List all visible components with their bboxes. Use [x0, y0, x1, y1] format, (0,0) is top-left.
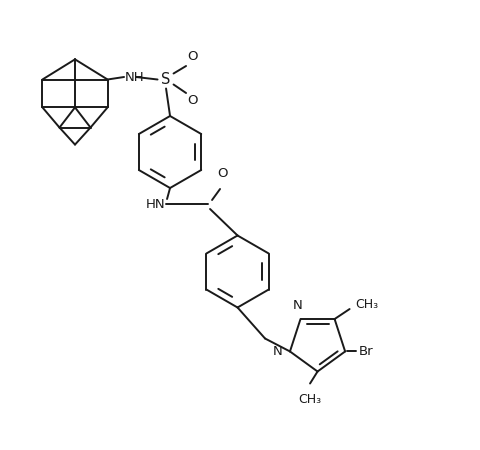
Text: O: O — [187, 94, 197, 107]
Text: N: N — [273, 345, 283, 358]
Text: O: O — [187, 50, 197, 63]
Text: CH₃: CH₃ — [356, 297, 379, 310]
Text: HN: HN — [145, 198, 165, 211]
Text: N: N — [293, 298, 303, 311]
Text: NH: NH — [125, 71, 144, 84]
Text: S: S — [161, 72, 171, 87]
Text: Br: Br — [359, 345, 374, 358]
Text: CH₃: CH₃ — [299, 392, 322, 405]
Text: O: O — [217, 167, 228, 180]
